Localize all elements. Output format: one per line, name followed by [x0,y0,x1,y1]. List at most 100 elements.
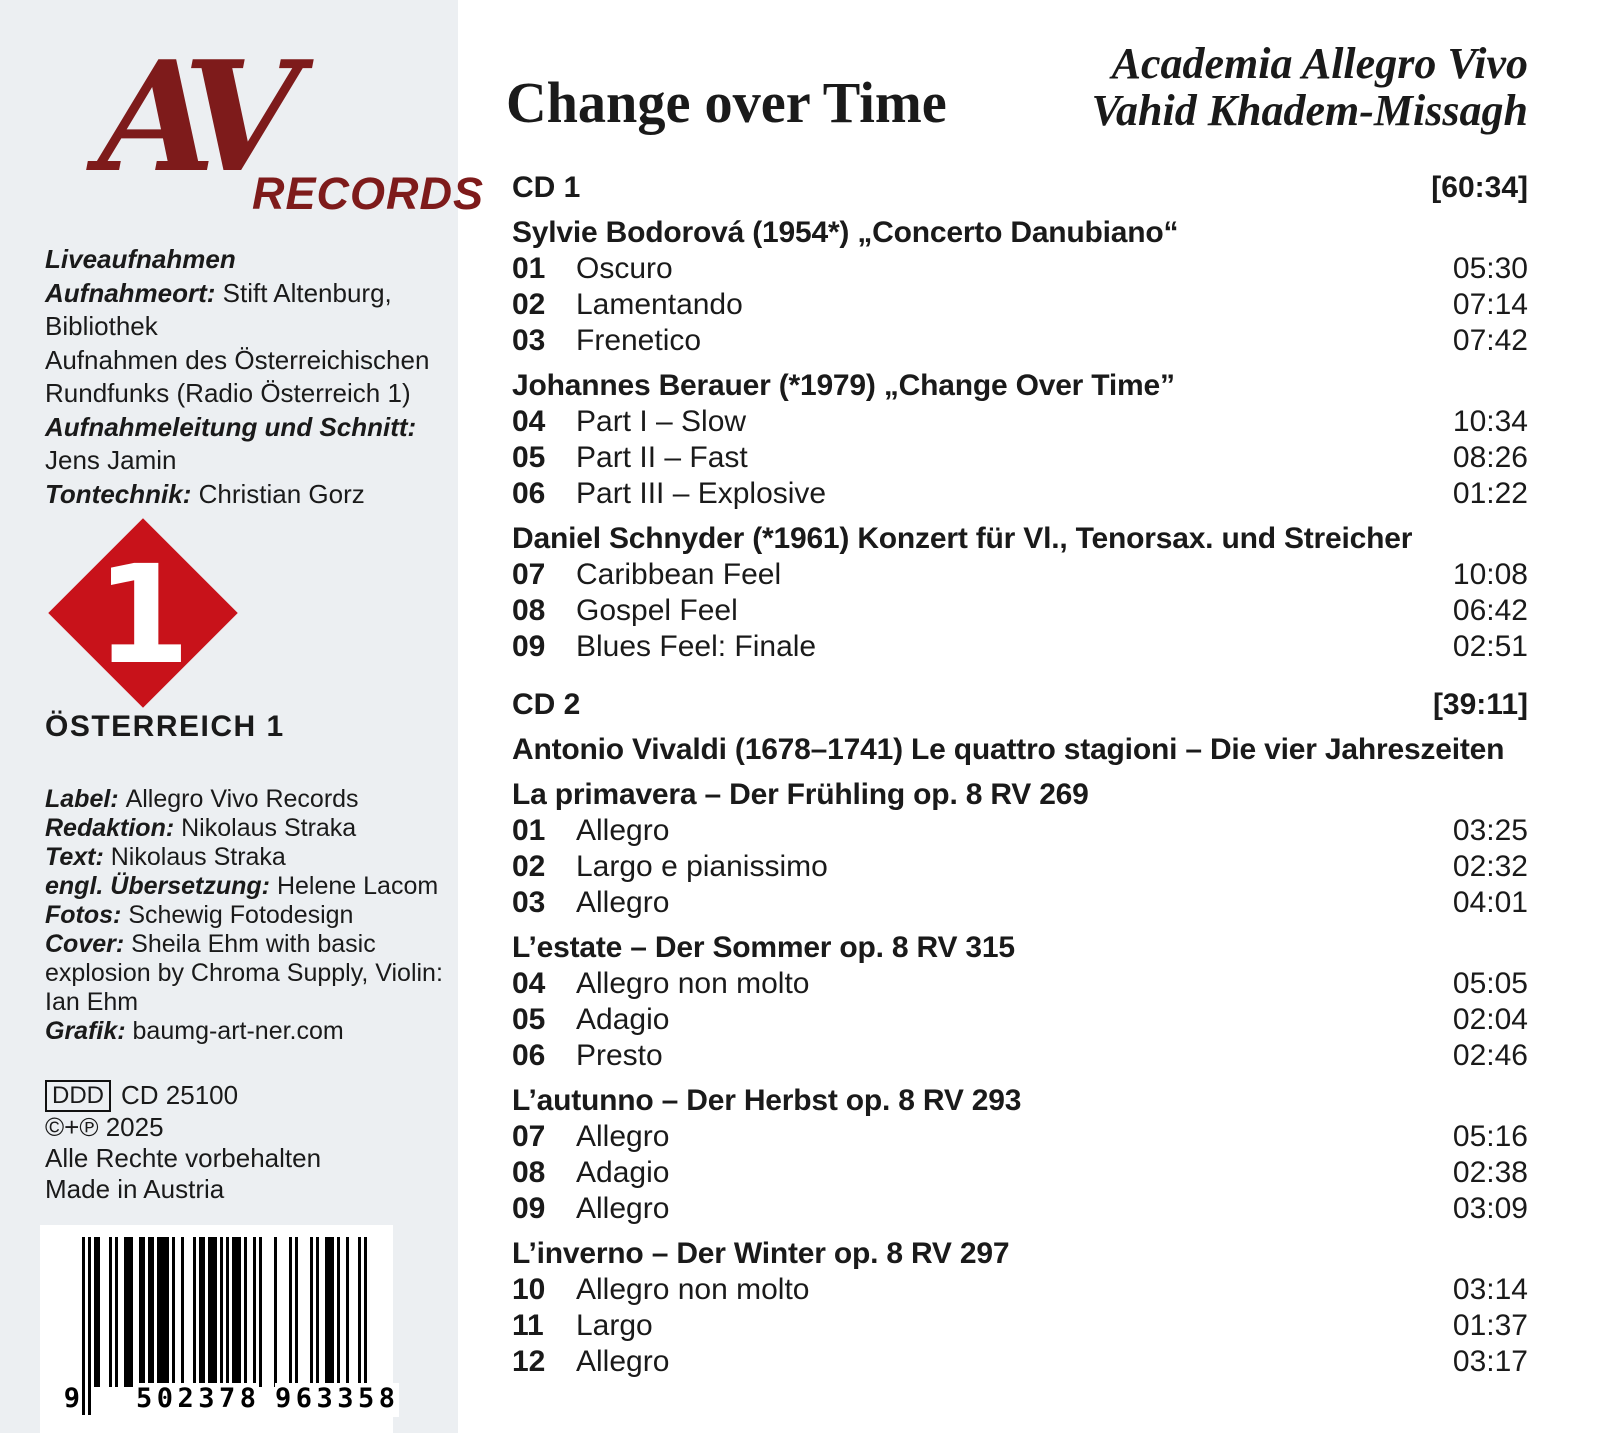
left-panel: AV RECORDS Liveaufnahmen Aufnahmeort: St… [0,0,483,1433]
track-title: Allegro non molto [576,967,810,1000]
track-time: 03:25 [1452,814,1528,847]
track-number: 06 [512,477,546,510]
av-monogram-icon: AV [98,27,301,206]
credit-value: Christian Gorz [198,478,365,509]
credit-line: Aufnahmen des Österreichischen Rundfunks… [45,344,447,411]
credit-line: Label: Allegro Vivo Records [45,785,447,814]
credit-line: Aufnahmeleitung und Schnitt: Jens Jamin [45,411,447,478]
track-number: 10 [512,1273,546,1306]
work-header: Antonio Vivaldi (1678–1741) Le quattro s… [512,733,1505,766]
catalog-number-line: DDD CD 25100 [45,1080,321,1112]
credit-line: Cover: Sheila Ehm with basic explosion b… [45,930,447,1017]
barcode-digits-left: 502378 [136,1383,259,1417]
track-row: 08 Gospel Feel 06:42 [506,593,1528,629]
track-title: Allegro [576,1192,670,1225]
track-number: 04 [512,967,546,1000]
credit-label: Cover: [45,930,132,958]
track-row: 05 Adagio 02:04 [506,1002,1528,1038]
track-number: 07 [512,558,546,591]
track-row: 02 Lamentando 07:14 [506,287,1528,323]
credit-value: Stift Altenburg, Bibliothek [45,277,392,342]
credit-line: engl. Übersetzung: Helene Lacom [45,872,447,901]
credit-value: Helene Lacom [276,872,439,900]
credit-label: engl. Übersetzung: [45,872,277,900]
discs-list: CD 1 [60:34] Sylvie Bodorová (1954*) „Co… [506,170,1528,1380]
made-in-line: Made in Austria [45,1174,225,1204]
track-row: 06 Presto 02:46 [506,1038,1528,1074]
track-row: 02 Largo e pianissimo 02:32 [506,849,1528,885]
track-number: 03 [512,886,546,919]
album-header: Change over Time Academia Allegro Vivo V… [506,40,1528,134]
credit-label: Redaktion: [45,814,182,842]
track-title: Blues Feel: Finale [576,630,817,663]
production-credits: Label: Allegro Vivo Records Redaktion: N… [45,785,447,1046]
track-row: 07 Caribbean Feel 10:08 [506,557,1528,593]
credit-line: Redaktion: Nikolaus Straka [45,814,447,843]
track-title: Largo [576,1309,653,1342]
work-header: La primavera – Der Frühling op. 8 RV 269 [512,778,1089,811]
credit-value: Schewig Fotodesign [128,901,354,929]
credit-value: Aufnahmen des Österreichischen Rundfunks… [45,344,430,409]
tracklist-panel: Change over Time Academia Allegro Vivo V… [506,40,1528,1380]
track-number: 05 [512,1003,546,1036]
work-header: L’inverno – Der Winter op. 8 RV 297 [512,1237,1010,1270]
credit-label: Label: [45,785,126,813]
track-row: 11 Largo 01:37 [506,1308,1528,1344]
credit-label: Aufnahmeort: [45,277,223,308]
track-title: Part I – Slow [576,405,747,438]
credit-line: Text: Nikolaus Straka [45,843,447,872]
track-number: 04 [512,405,546,438]
credit-value: Sheila Ehm with basic explosion by Chrom… [45,930,443,1016]
track-number: 06 [512,1039,546,1072]
track-title: Allegro non molto [576,1273,810,1306]
artist-ensemble: Academia Allegro Vivo [1111,39,1528,88]
credit-label: Fotos: [45,901,129,929]
track-row: 03 Allegro 04:01 [506,885,1528,921]
track-row: 01 Allegro 03:25 [506,813,1528,849]
work-header: Daniel Schnyder (*1961) Konzert für Vl.,… [512,522,1413,555]
track-time: 03:17 [1452,1345,1528,1378]
track-time: 02:51 [1452,630,1528,663]
track-time: 03:09 [1452,1192,1528,1225]
track-number: 11 [512,1309,544,1342]
track-time: 01:22 [1452,477,1528,510]
track-title: Gospel Feel [576,594,738,627]
broadcaster-name: ÖSTERREICH 1 [45,710,285,743]
credit-line: Liveaufnahmen [45,243,447,277]
track-title: Adagio [576,1003,670,1036]
track-time: 01:37 [1452,1309,1528,1342]
track-number: 05 [512,441,546,474]
track-row: 09 Allegro 03:09 [506,1191,1528,1227]
disc-total-time: [39:11] [1432,688,1528,721]
track-time: 05:30 [1452,252,1528,285]
disc-name: CD 2 [512,688,581,721]
disc-name: CD 1 [512,171,581,204]
track-row: 04 Allegro non molto 05:05 [506,966,1528,1002]
credit-line: Tontechnik: Christian Gorz [45,478,447,512]
track-time: 02:38 [1452,1156,1528,1189]
credit-value: Allegro Vivo Records [125,785,359,813]
track-time: 04:01 [1452,886,1528,919]
credit-label: Grafik: [45,1017,133,1045]
oesterreich1-logo: 1 [48,518,238,708]
copyright-line: ©+℗ 2025 [45,1112,164,1142]
track-title: Allegro [576,1345,670,1378]
track-number: 08 [512,594,546,627]
track-title: Adagio [576,1156,670,1189]
credit-value: Nikolaus Straka [181,814,357,842]
track-row: 06 Part III – Explosive 01:22 [506,476,1528,512]
track-row: 08 Adagio 02:38 [506,1155,1528,1191]
catalog-number: CD 25100 [121,1080,239,1110]
track-row: 07 Allegro 05:16 [506,1119,1528,1155]
track-row: 12 Allegro 03:17 [506,1344,1528,1380]
work-header: Sylvie Bodorová (1954*) „Concerto Danubi… [512,216,1179,249]
credit-line: Aufnahmeort: Stift Altenburg, Bibliothek [45,277,447,344]
barcode: 9 502378 963358 [40,1225,399,1433]
track-number: 01 [512,252,546,285]
track-number: 09 [512,1192,546,1225]
track-time: 05:16 [1452,1120,1528,1153]
work-header: L’autunno – Der Herbst op. 8 RV 293 [512,1084,1022,1117]
track-number: 09 [512,630,546,663]
track-time: 02:04 [1452,1003,1528,1036]
credit-label: Aufnahmeleitung und Schnitt: [45,411,417,442]
